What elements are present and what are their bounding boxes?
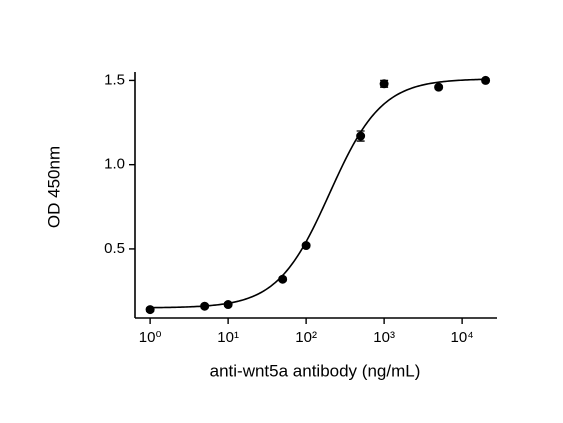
- data-point: [200, 301, 210, 311]
- y-tick-label: 0.5: [104, 240, 125, 257]
- data-point: [223, 300, 233, 310]
- data-point: [301, 241, 311, 251]
- data-point: [145, 305, 155, 315]
- x-tick-label: 10⁰: [139, 329, 162, 346]
- data-point: [434, 82, 444, 92]
- data-point: [379, 79, 389, 89]
- data-point: [356, 131, 366, 141]
- x-tick-label: 10¹: [217, 329, 239, 346]
- y-tick-label: 1.5: [104, 71, 125, 88]
- x-tick-label: 10²: [295, 329, 317, 346]
- fit-curve: [150, 78, 486, 309]
- x-tick-label: 10³: [373, 329, 395, 346]
- x-tick-label: 10⁴: [451, 329, 474, 346]
- y-axis-label: OD 450nm: [44, 146, 63, 228]
- y-tick-label: 1.0: [104, 156, 125, 173]
- x-axis-label: anti-wnt5a antibody (ng/mL): [210, 361, 421, 380]
- data-point: [481, 75, 491, 85]
- data-point: [278, 274, 288, 284]
